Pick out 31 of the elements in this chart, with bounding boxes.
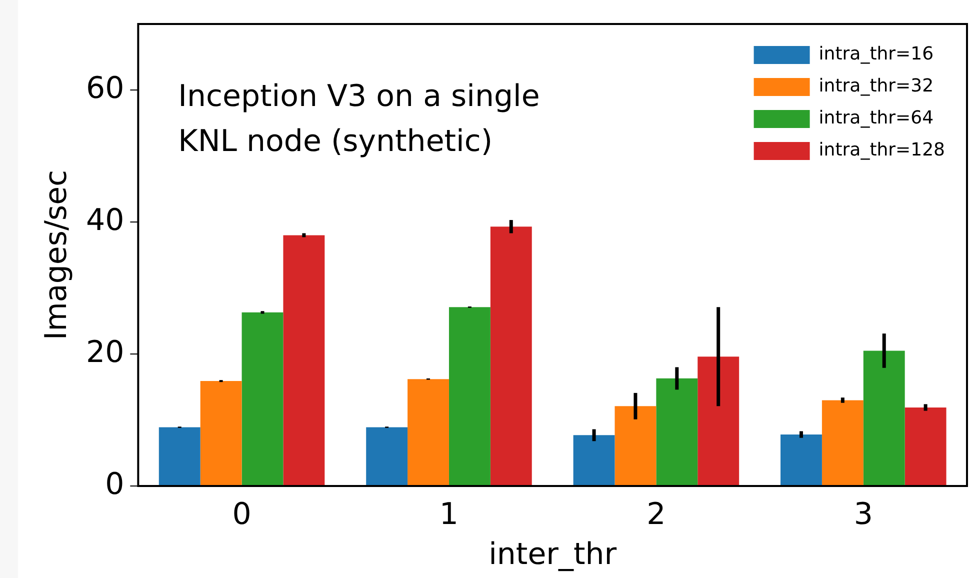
bar [573, 435, 615, 486]
bar [200, 381, 242, 486]
bar [448, 307, 490, 486]
bar [283, 235, 325, 486]
x-axis-title: inter_thr [488, 536, 618, 572]
annotation: Inception V3 on a single KNL node (synthetic) [178, 78, 540, 159]
bar [408, 379, 449, 486]
x-tick-label: 3 [854, 496, 873, 532]
x-tick-label: 0 [232, 496, 252, 532]
y-tick-label: 60 [86, 70, 124, 106]
legend-label: intra_thr=64 [818, 108, 934, 129]
y-tick-label: 20 [86, 334, 124, 370]
bar [863, 350, 905, 486]
legend-label: intra_thr=16 [818, 44, 934, 65]
x-tick-label: 1 [439, 496, 459, 532]
bar [656, 378, 698, 486]
bar [822, 400, 864, 486]
legend-label: intra_thr=32 [818, 76, 934, 97]
bar [698, 356, 740, 486]
bar [780, 434, 822, 486]
y-tick-label: 40 [86, 202, 124, 238]
bar [242, 312, 284, 486]
y-tick-label: 0 [105, 466, 124, 502]
legend-label: intra_thr=128 [818, 140, 945, 161]
bar [904, 407, 946, 486]
bar [366, 427, 408, 486]
x-tick-label: 2 [646, 496, 666, 532]
bar [158, 427, 200, 486]
bar [490, 226, 532, 486]
bar [614, 406, 656, 486]
y-axis-title: Images/sec [38, 170, 74, 340]
